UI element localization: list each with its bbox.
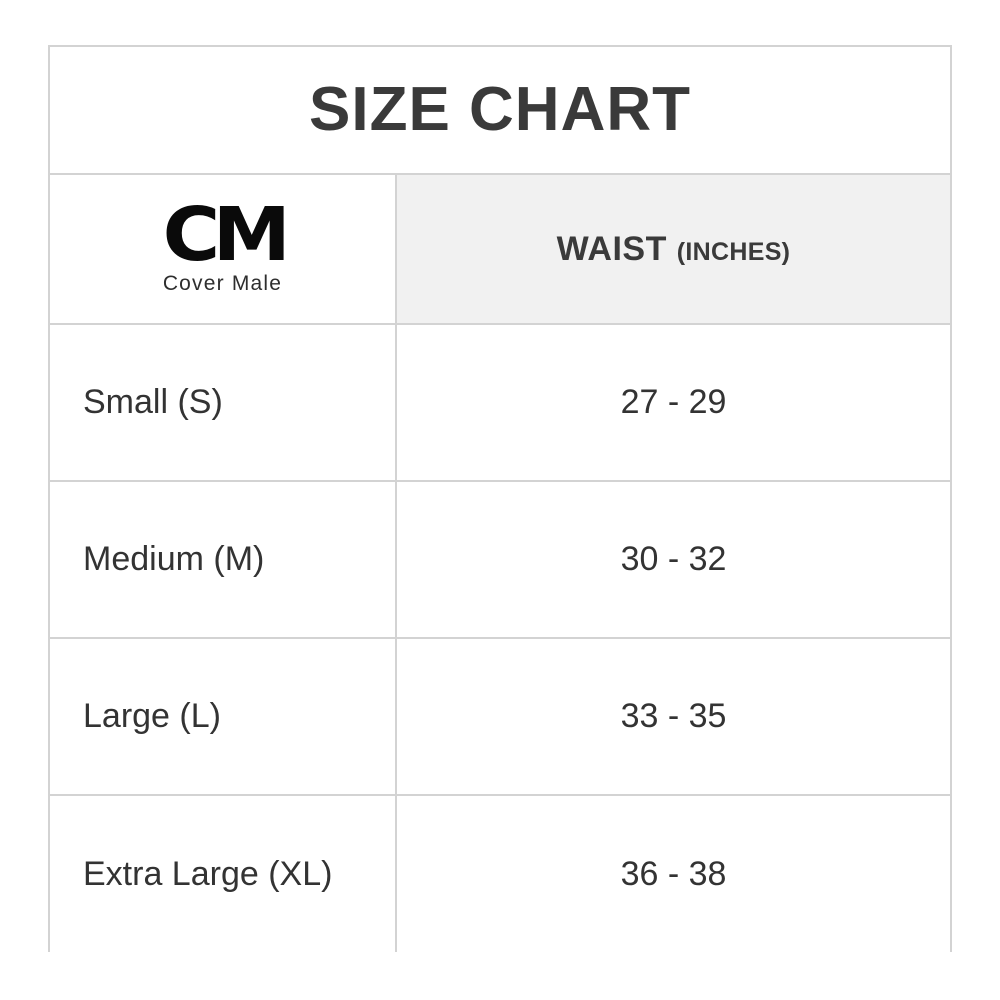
waist-value: 36 - 38 [620, 854, 727, 893]
table-row: Large (L) 33 - 35 [50, 639, 950, 796]
cell-waist: 33 - 35 [397, 639, 950, 794]
header-cell-logo: CM Cover Male [50, 175, 397, 323]
waist-value: 33 - 35 [620, 697, 727, 735]
brand-logo: CM Cover Male [83, 191, 395, 296]
table-row: Extra Large (XL) 36 - 38 [50, 796, 950, 952]
waist-value: 30 - 32 [620, 540, 727, 578]
size-label: Large (L) [83, 697, 221, 735]
cell-waist: 27 - 29 [397, 325, 950, 480]
table-row: Small (S) 27 - 29 [50, 325, 950, 482]
cell-size: Medium (M) [50, 482, 397, 637]
cell-waist: 30 - 32 [397, 482, 950, 637]
page-title: SIZE CHART [309, 75, 691, 144]
column-header-measure: WAIST [556, 229, 667, 268]
brand-name: Cover Male [162, 272, 283, 296]
size-chart-table: SIZE CHART CM Cover Male WAIST (INCHES) … [48, 45, 952, 952]
header-cell-waist: WAIST (INCHES) [397, 175, 950, 323]
table-header-row: CM Cover Male WAIST (INCHES) [50, 175, 950, 325]
column-header-waist: WAIST (INCHES) [557, 230, 791, 269]
cell-size: Small (S) [50, 325, 397, 480]
waist-value: 27 - 29 [620, 383, 727, 421]
cell-size: Large (L) [50, 639, 397, 794]
column-header-unit: (INCHES) [676, 237, 791, 266]
table-row: Medium (M) 30 - 32 [50, 482, 950, 639]
size-label: Medium (M) [83, 540, 265, 578]
size-label: Extra Large (XL) [83, 854, 333, 893]
cell-waist: 36 - 38 [397, 796, 950, 952]
size-label: Small (S) [83, 383, 223, 421]
cell-size: Extra Large (XL) [50, 796, 397, 952]
cm-logo-icon: CM [162, 191, 290, 278]
table-title-row: SIZE CHART [50, 47, 950, 175]
